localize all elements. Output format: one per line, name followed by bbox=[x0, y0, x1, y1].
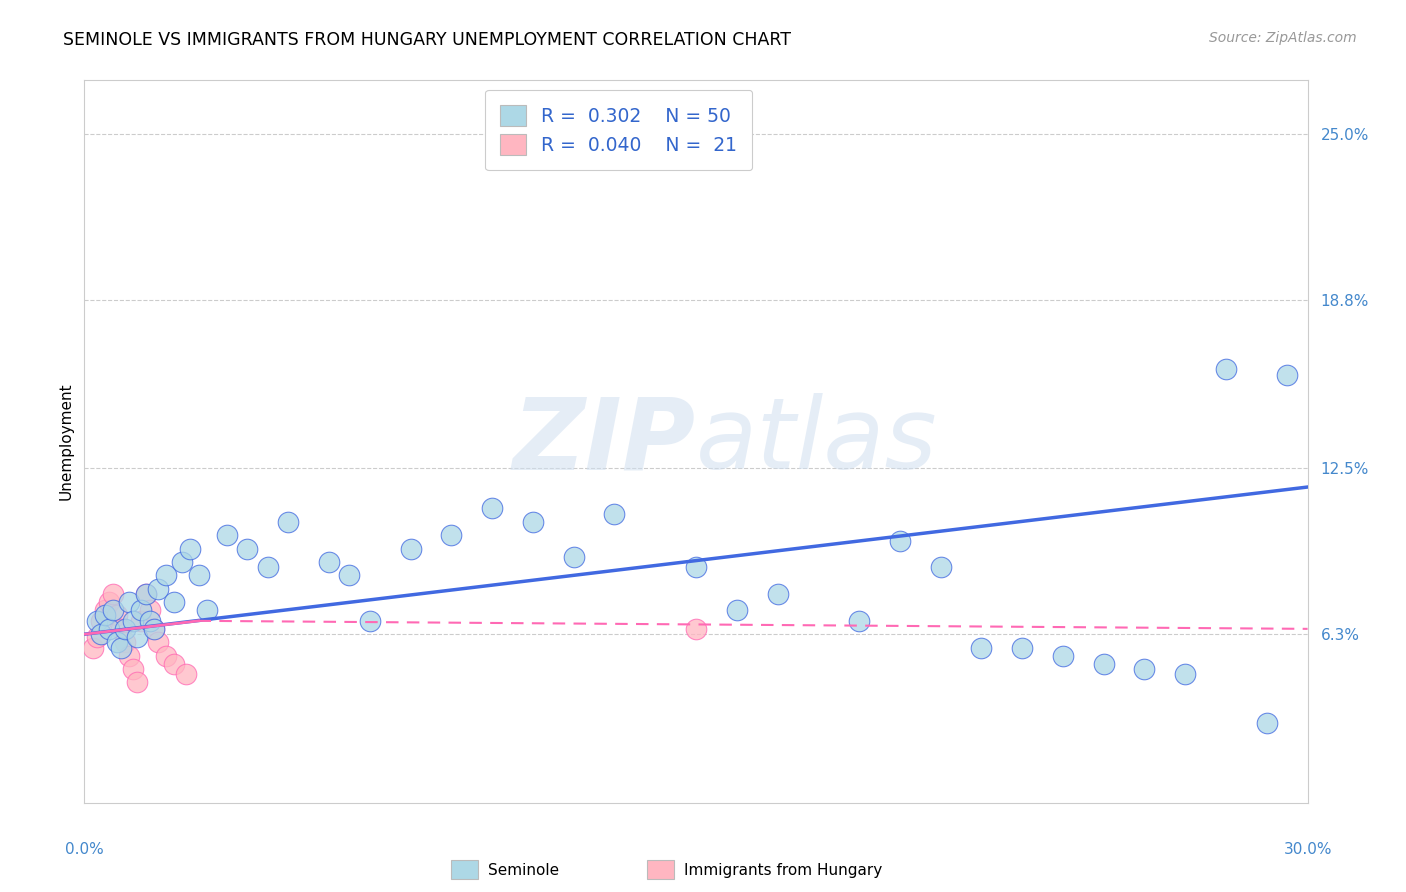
Point bbox=[1256, 715, 1278, 730]
Point bbox=[138, 614, 160, 628]
Point bbox=[766, 587, 789, 601]
Point bbox=[155, 568, 177, 582]
Bar bbox=[647, 860, 673, 879]
Point bbox=[187, 568, 209, 582]
Point bbox=[725, 603, 748, 617]
Point bbox=[522, 515, 544, 529]
Point bbox=[889, 533, 911, 548]
Point bbox=[481, 501, 503, 516]
Point bbox=[929, 560, 952, 574]
Point bbox=[97, 622, 120, 636]
Point bbox=[440, 528, 463, 542]
Point bbox=[86, 630, 108, 644]
Point bbox=[118, 648, 141, 663]
Point bbox=[1215, 362, 1237, 376]
Point bbox=[1052, 648, 1074, 663]
Text: 30.0%: 30.0% bbox=[1284, 842, 1331, 856]
Point bbox=[97, 595, 120, 609]
Point bbox=[122, 662, 145, 676]
Point bbox=[848, 614, 870, 628]
Point bbox=[82, 640, 104, 655]
Text: Seminole: Seminole bbox=[488, 863, 560, 879]
Point bbox=[562, 549, 585, 564]
Point bbox=[359, 614, 381, 628]
Point bbox=[685, 622, 707, 636]
Point bbox=[135, 587, 157, 601]
Point bbox=[142, 622, 165, 636]
Point bbox=[105, 608, 128, 623]
Point bbox=[685, 560, 707, 574]
Point bbox=[135, 587, 157, 601]
Point bbox=[93, 603, 115, 617]
Point bbox=[105, 635, 128, 649]
Point bbox=[110, 622, 132, 636]
Point bbox=[257, 560, 280, 574]
Point bbox=[142, 622, 165, 636]
Point bbox=[110, 640, 132, 655]
Point bbox=[146, 635, 169, 649]
Bar bbox=[451, 860, 478, 879]
Legend: R =  0.302    N = 50, R =  0.040    N =  21: R = 0.302 N = 50, R = 0.040 N = 21 bbox=[485, 90, 752, 170]
Point bbox=[114, 622, 136, 636]
Point bbox=[277, 515, 299, 529]
Text: SEMINOLE VS IMMIGRANTS FROM HUNGARY UNEMPLOYMENT CORRELATION CHART: SEMINOLE VS IMMIGRANTS FROM HUNGARY UNEM… bbox=[63, 31, 792, 49]
Point bbox=[114, 635, 136, 649]
Point bbox=[118, 595, 141, 609]
Text: Source: ZipAtlas.com: Source: ZipAtlas.com bbox=[1209, 31, 1357, 45]
Point bbox=[131, 614, 153, 628]
Point bbox=[318, 555, 340, 569]
Point bbox=[236, 541, 259, 556]
Point bbox=[86, 614, 108, 628]
Point bbox=[399, 541, 422, 556]
Point bbox=[163, 657, 186, 671]
Point bbox=[970, 640, 993, 655]
Point bbox=[172, 555, 194, 569]
Text: ZIP: ZIP bbox=[513, 393, 696, 490]
Point bbox=[1174, 667, 1197, 681]
Point bbox=[1277, 368, 1299, 382]
Y-axis label: Unemployment: Unemployment bbox=[58, 383, 73, 500]
Text: 0.0%: 0.0% bbox=[65, 842, 104, 856]
Point bbox=[127, 675, 149, 690]
Point bbox=[174, 667, 197, 681]
Point bbox=[122, 614, 145, 628]
Point bbox=[163, 595, 186, 609]
Text: atlas: atlas bbox=[696, 393, 938, 490]
Point bbox=[179, 541, 201, 556]
Point bbox=[603, 507, 626, 521]
Point bbox=[127, 630, 149, 644]
Point bbox=[131, 603, 153, 617]
Point bbox=[1011, 640, 1033, 655]
Point bbox=[195, 603, 218, 617]
Point bbox=[90, 627, 112, 641]
Point bbox=[155, 648, 177, 663]
Point bbox=[217, 528, 239, 542]
Point bbox=[1092, 657, 1115, 671]
Point bbox=[339, 568, 361, 582]
Point bbox=[1133, 662, 1156, 676]
Point bbox=[101, 587, 124, 601]
Point bbox=[90, 614, 112, 628]
Point bbox=[93, 608, 115, 623]
Point bbox=[138, 603, 160, 617]
Text: Immigrants from Hungary: Immigrants from Hungary bbox=[683, 863, 882, 879]
Point bbox=[146, 582, 169, 596]
Point bbox=[101, 603, 124, 617]
